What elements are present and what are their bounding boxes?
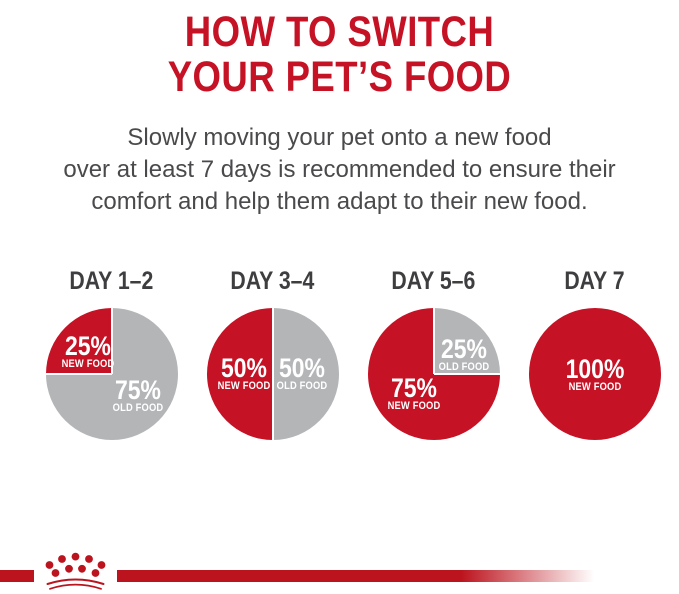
slice-divider xyxy=(110,308,113,374)
intro-line-1: Slowly moving your pet onto a new food xyxy=(127,124,552,151)
intro-line-2: over at least 7 days is recommended to e… xyxy=(63,156,616,183)
pie-chart-row: DAY 1–2 25% NEW FOOD 75% OLD FOOD DAY 3–… xyxy=(0,266,679,440)
new-food-slice-label: 100% NEW FOOD xyxy=(565,354,624,393)
new-food-slice-label: 50% NEW FOOD xyxy=(217,353,270,392)
pie-day-1-2: 25% NEW FOOD 75% OLD FOOD xyxy=(45,308,178,440)
slice-divider xyxy=(271,308,274,440)
title-line-1: HOW TO SWITCH xyxy=(184,8,495,56)
royal-canin-crown-logo xyxy=(45,552,106,590)
day-7-label: DAY 7 xyxy=(564,267,625,295)
chart-day-5-6: DAY 5–6 25% OLD FOOD 75% NEW FOOD xyxy=(353,266,514,440)
slice-divider xyxy=(433,373,500,375)
slice-divider xyxy=(432,308,435,374)
pie-day-5-6: 25% OLD FOOD 75% NEW FOOD xyxy=(367,308,500,440)
pie-day-7: 100% NEW FOOD xyxy=(528,308,661,440)
day-3-4-label: DAY 3–4 xyxy=(230,267,315,295)
page-title: HOW TO SWITCH YOUR PET’S FOOD xyxy=(0,0,679,100)
footer-bar-left xyxy=(0,570,34,582)
pie-day-3-4: 50% NEW FOOD 50% OLD FOOD xyxy=(206,308,339,440)
new-food-slice-label: 25% NEW FOOD xyxy=(61,331,114,370)
new-food-slice-label: 75% NEW FOOD xyxy=(387,373,440,412)
chart-day-3-4: DAY 3–4 50% NEW FOOD 50% OLD FOOD xyxy=(192,266,353,440)
title-line-2: YOUR PET’S FOOD xyxy=(167,53,512,101)
day-1-2-label: DAY 1–2 xyxy=(69,267,154,295)
chart-day-1-2: DAY 1–2 25% NEW FOOD 75% OLD FOOD xyxy=(31,266,192,440)
old-food-slice-label: 75% OLD FOOD xyxy=(112,375,163,414)
footer-bar-right xyxy=(117,570,609,582)
old-food-slice-label: 50% OLD FOOD xyxy=(276,353,327,392)
day-5-6-label: DAY 5–6 xyxy=(391,267,476,295)
intro-line-3: comfort and help them adapt to their new… xyxy=(91,188,588,215)
chart-day-7: DAY 7 100% NEW FOOD xyxy=(514,266,675,440)
slice-divider xyxy=(45,373,112,375)
intro-paragraph: Slowly moving your pet onto a new food o… xyxy=(0,122,679,218)
old-food-slice-label: 25% OLD FOOD xyxy=(438,334,489,373)
